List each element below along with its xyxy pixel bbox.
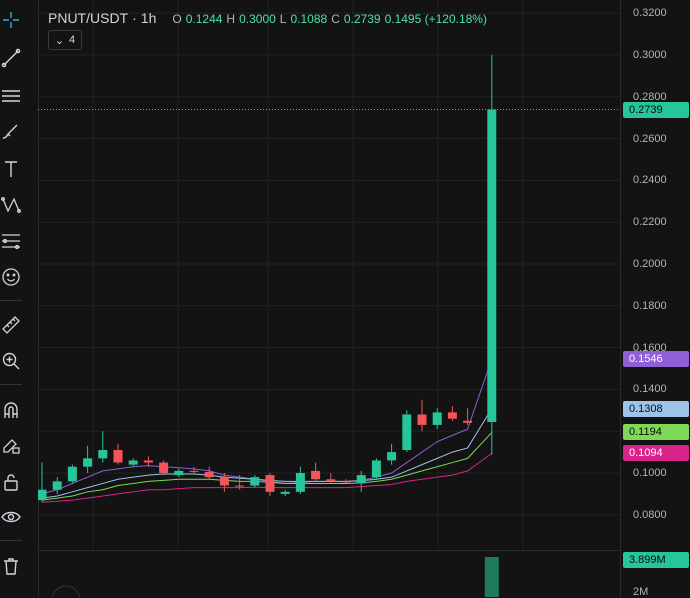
candle-body [98, 450, 108, 459]
scroll-handle [51, 585, 81, 597]
indicator-count: 4 [69, 34, 76, 46]
candle-body [417, 414, 427, 425]
candle-body [432, 412, 442, 425]
horizontal-lines-icon[interactable] [0, 84, 22, 108]
volume-pane-divider [38, 550, 620, 551]
volume-tick: 2M [633, 586, 649, 598]
low-value: 0.1088 [290, 12, 328, 26]
fib-icon[interactable] [0, 229, 22, 253]
text-icon[interactable] [0, 157, 22, 181]
candle-body [387, 452, 397, 461]
candle-body [463, 420, 473, 423]
emoji-icon[interactable] [0, 265, 22, 289]
moving-averages [41, 358, 493, 503]
candle-body [250, 477, 260, 486]
candle-body [265, 475, 275, 492]
candle-body [402, 414, 412, 451]
candle-body [128, 460, 138, 465]
price-tick: 0.2200 [633, 216, 667, 229]
price-tick: 0.2000 [633, 258, 667, 270]
pattern-icon[interactable] [0, 193, 22, 217]
price-tick: 0.0800 [633, 508, 667, 521]
open-value: 0.1244 [185, 12, 223, 26]
ma-value-badge: 0.1308 [623, 400, 689, 417]
crosshair-icon[interactable] [0, 8, 22, 32]
candle-body [83, 458, 93, 467]
zoom-in-icon[interactable] [0, 349, 22, 373]
price-tick: 0.3000 [633, 49, 667, 61]
candle-body [189, 470, 199, 472]
candle-body [38, 489, 47, 501]
ma-value-badge: 0.1094 [623, 445, 689, 462]
candle-body [67, 466, 77, 482]
trash-icon[interactable] [0, 554, 22, 578]
candle-body [204, 471, 214, 478]
lock-icon[interactable] [0, 470, 22, 494]
volume-bars [51, 557, 499, 597]
candles [38, 55, 497, 503]
candle-body [447, 412, 457, 419]
price-tick: 0.1400 [633, 383, 667, 396]
price-tick: 0.2400 [633, 174, 667, 187]
moving-average-line [41, 408, 493, 499]
trend-line-icon[interactable] [0, 46, 22, 70]
price-chart[interactable] [38, 0, 620, 597]
candle-body [143, 460, 153, 463]
high-label: H [226, 12, 236, 26]
candle-body [159, 462, 169, 473]
candle-body [356, 475, 366, 484]
close-value: 0.2739 [343, 12, 381, 26]
change-value: 0.1495 (+120.18%) [384, 12, 487, 26]
last-price-badge: 0.2739 [623, 101, 689, 118]
price-axis[interactable]: 0.3200 0.3000 0.2800 0.2600 0.2400 0.2200 0.20… [620, 0, 690, 598]
drawing-toolbar [0, 0, 39, 597]
price-tick: 0.1600 [633, 341, 667, 354]
candle-body [174, 470, 184, 476]
candle-body [371, 460, 381, 478]
ma-value-badge: 0.1194 [623, 424, 689, 441]
interval[interactable]: 1h [140, 10, 157, 26]
candle-body [52, 481, 62, 490]
brush-icon[interactable] [0, 120, 22, 144]
volume-badge: 3.899M [623, 552, 689, 568]
chart-legend: PNUT/USDT · 1h O 0.1244 H 0.3000 L 0.1088 C… [48, 10, 487, 26]
candle-body [311, 470, 321, 480]
candle-body [326, 479, 336, 482]
price-tick: 0.2800 [633, 90, 667, 103]
price-tick: 0.1000 [633, 467, 667, 479]
moving-average-line [41, 358, 493, 495]
symbol-name[interactable]: PNUT/USDT [48, 10, 129, 26]
eye-icon[interactable] [0, 505, 22, 529]
open-label: O [172, 12, 182, 26]
high-value: 0.3000 [239, 12, 276, 26]
moving-average-line [41, 452, 493, 503]
candle-body [341, 481, 351, 483]
lock-draw-icon[interactable] [0, 433, 22, 457]
candle-body [280, 491, 290, 494]
price-tick: 0.3200 [633, 7, 667, 20]
candle-body [219, 477, 229, 486]
magnet-icon[interactable] [0, 398, 22, 422]
close-label: C [331, 12, 340, 26]
chart-grid [38, 0, 620, 550]
candle-body [295, 473, 305, 492]
chevron-down-icon: ⌄ [54, 34, 65, 47]
candle-body [487, 109, 497, 423]
indicators-toggle-button[interactable]: ⌄ 4 [48, 30, 82, 50]
ruler-icon[interactable] [0, 313, 22, 337]
candle-body [235, 485, 245, 487]
low-label: L [279, 12, 287, 26]
moving-average-line [41, 432, 493, 501]
price-tick: 0.1800 [633, 299, 667, 312]
volume-bar [484, 557, 499, 597]
ma-value-badge: 0.1546 [623, 350, 689, 367]
candle-body [113, 450, 123, 463]
price-tick: 0.2600 [633, 132, 667, 145]
